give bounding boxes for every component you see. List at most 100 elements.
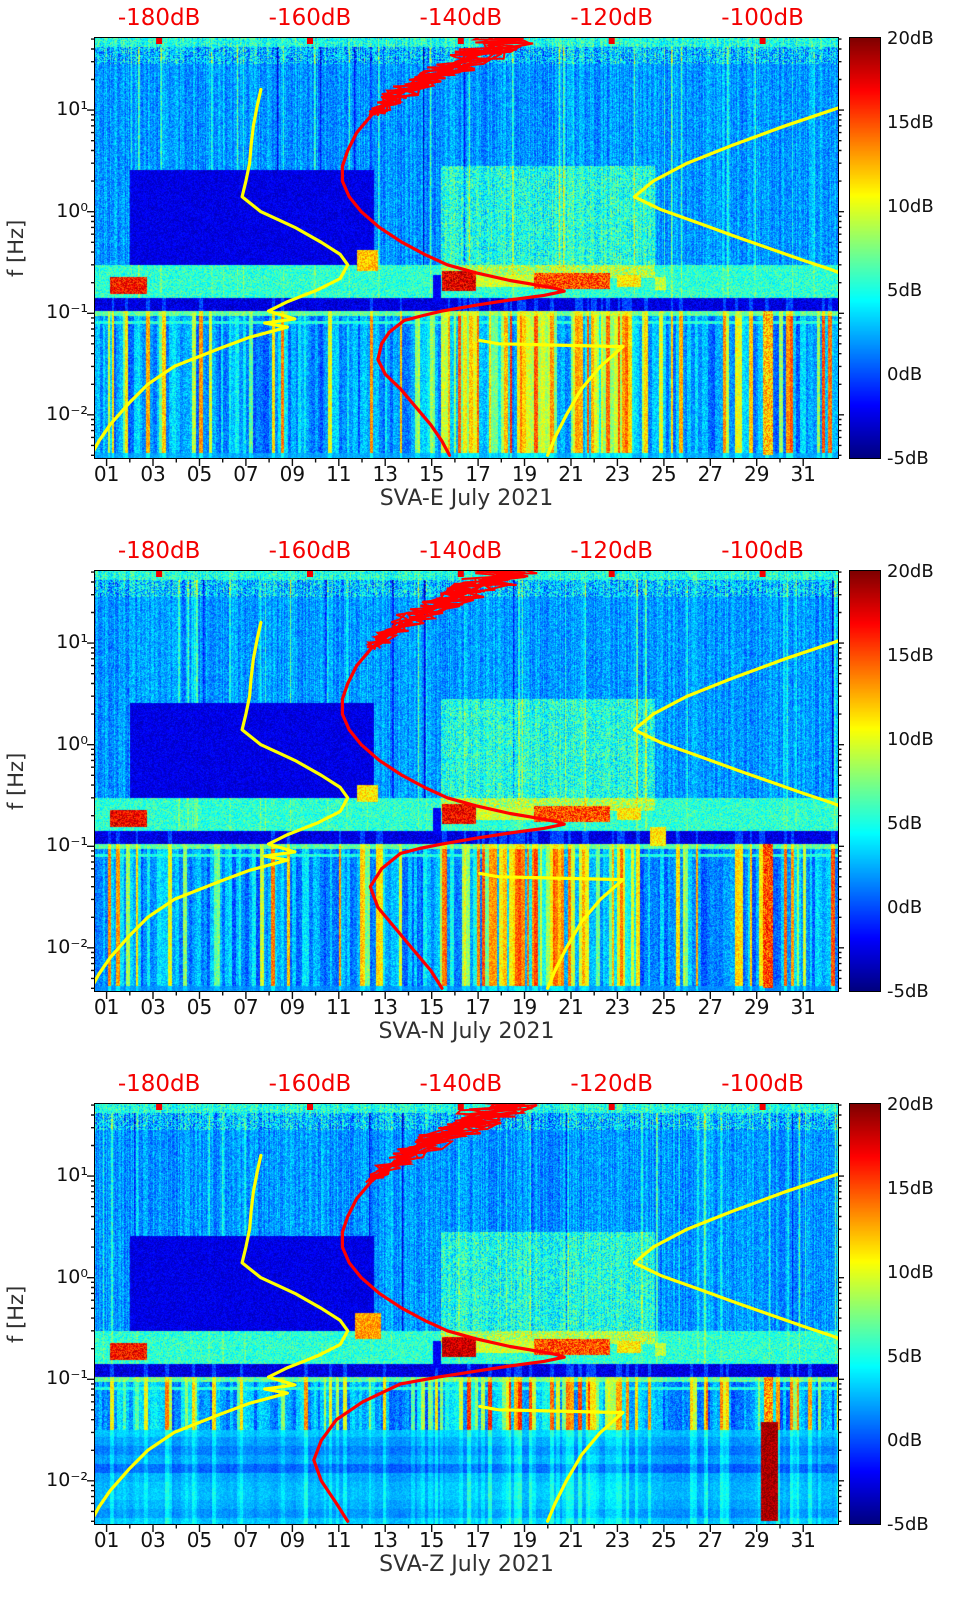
y-axis-tick-label: 10⁻¹ [46, 301, 88, 324]
colorbar-tick-label: 0dB [887, 897, 923, 918]
spectrogram-panel-sva-z: f [Hz] SVA-Z July 2021 -180dB -160dB -140d… [0, 1066, 962, 1599]
colorbar-tick-label: -5dB [887, 1514, 929, 1535]
x-axis-tick-label: 15 [418, 1528, 445, 1552]
x-axis-tick-label: 01 [93, 462, 120, 486]
top-axis-tick-label: -160dB [268, 538, 352, 564]
colorbar [849, 37, 881, 459]
top-axis-tick-label: -100dB [721, 1071, 804, 1097]
top-axis-tick-label: -120dB [570, 5, 653, 31]
x-axis-tick-label: 15 [418, 462, 445, 486]
colorbar [849, 1103, 881, 1525]
x-axis-tick-label: 31 [790, 462, 816, 486]
x-axis-tick-label: 19 [511, 1528, 538, 1552]
top-axis-tick-label: -180dB [117, 5, 201, 31]
x-axis-tick-label: 17 [465, 462, 491, 486]
colorbar [849, 570, 881, 992]
y-axis-tick-label: 10¹ [56, 1164, 88, 1187]
x-axis-tick-label: 01 [93, 1528, 120, 1552]
spectrogram-heatmap [94, 570, 839, 992]
x-axis-tick-label: 29 [744, 462, 770, 486]
y-axis-tick-label: 10⁻² [46, 1468, 88, 1491]
colorbar-tick-label: 15dB [887, 112, 934, 133]
x-axis-tick-label: 21 [558, 995, 584, 1019]
x-axis-tick-label: 15 [418, 995, 445, 1019]
colorbar-tick-label: 10dB [887, 729, 934, 750]
top-axis-tick-label: -140dB [419, 1071, 503, 1097]
y-axis-tick-label: 10⁰ [56, 199, 88, 222]
top-axis-tick-label: -160dB [268, 1071, 352, 1097]
top-axis-tick-label: -160dB [268, 5, 352, 31]
x-axis-tick-label: 03 [140, 462, 166, 486]
panel-title: SVA-Z July 2021 [379, 1552, 554, 1577]
x-axis-tick-label: 25 [651, 995, 677, 1019]
y-axis-tick-label: 10⁻² [46, 402, 88, 425]
x-axis-tick-label: 31 [790, 1528, 816, 1552]
x-axis-tick-label: 13 [372, 995, 398, 1019]
x-axis-tick-label: 11 [326, 1528, 352, 1552]
x-axis-tick-label: 31 [790, 995, 816, 1019]
x-axis-tick-label: 21 [558, 1528, 584, 1552]
x-axis-tick-label: 03 [140, 1528, 166, 1552]
colorbar-tick-label: -5dB [887, 448, 929, 469]
top-axis-tick-label: -120dB [570, 1071, 653, 1097]
colorbar-tick-label: 5dB [887, 813, 923, 834]
x-axis-tick-label: 23 [604, 1528, 631, 1552]
x-axis-tick-label: 09 [279, 462, 306, 486]
spectrogram-panel-sva-e: f [Hz] SVA-E July 2021 -180dB -160dB -140d… [0, 0, 962, 533]
x-axis-tick-label: 23 [604, 995, 631, 1019]
panel-title: SVA-N July 2021 [378, 1019, 555, 1044]
top-axis-tick-label: -140dB [419, 538, 503, 564]
x-axis-tick-label: 07 [233, 1528, 259, 1552]
x-axis-tick-label: 03 [140, 995, 166, 1019]
y-axis-tick-label: 10¹ [56, 631, 88, 654]
x-axis-tick-label: 11 [326, 995, 352, 1019]
colorbar-tick-label: 20dB [887, 1094, 934, 1115]
colorbar-tick-label: 10dB [887, 1262, 934, 1283]
y-axis-tick-label: 10⁻¹ [46, 834, 88, 857]
top-axis-tick-label: -100dB [721, 538, 804, 564]
y-axis-tick-label: 10⁻² [46, 935, 88, 958]
x-axis-tick-label: 17 [465, 1528, 491, 1552]
x-axis-tick-label: 25 [651, 462, 677, 486]
x-axis-tick-label: 13 [372, 1528, 398, 1552]
top-axis-tick-label: -120dB [570, 538, 653, 564]
top-axis-tick-label: -100dB [721, 5, 804, 31]
colorbar-tick-label: 0dB [887, 364, 923, 385]
x-axis-tick-label: 17 [465, 995, 491, 1019]
x-axis-tick-label: 13 [372, 462, 398, 486]
x-axis-tick-label: 05 [186, 1528, 213, 1552]
x-axis-tick-label: 23 [604, 462, 631, 486]
y-axis-tick-label: 10⁰ [56, 1265, 88, 1288]
y-axis-tick-label: 10⁻¹ [46, 1367, 88, 1390]
x-axis-tick-label: 21 [558, 462, 584, 486]
x-axis-tick-label: 07 [233, 995, 259, 1019]
top-axis-tick-label: -180dB [117, 538, 201, 564]
colorbar-tick-label: 20dB [887, 28, 934, 49]
colorbar-tick-label: -5dB [887, 981, 929, 1002]
panel-title: SVA-E July 2021 [379, 486, 554, 511]
colorbar-tick-label: 5dB [887, 1346, 923, 1367]
x-axis-tick-label: 19 [511, 462, 538, 486]
colorbar-tick-label: 0dB [887, 1430, 923, 1451]
x-axis-tick-label: 11 [326, 462, 352, 486]
x-axis-tick-label: 29 [744, 995, 770, 1019]
top-axis-tick-label: -140dB [419, 5, 503, 31]
y-axis-tick-label: 10¹ [56, 98, 88, 121]
x-axis-tick-label: 01 [93, 995, 120, 1019]
top-axis-tick-label: -180dB [117, 1071, 201, 1097]
colorbar-tick-label: 15dB [887, 1178, 934, 1199]
x-axis-tick-label: 27 [697, 462, 724, 486]
colorbar-tick-label: 20dB [887, 561, 934, 582]
x-axis-tick-label: 05 [186, 995, 213, 1019]
x-axis-tick-label: 09 [279, 995, 306, 1019]
x-axis-tick-label: 25 [651, 1528, 677, 1552]
colorbar-tick-label: 15dB [887, 645, 934, 666]
x-axis-tick-label: 19 [511, 995, 538, 1019]
x-axis-tick-label: 07 [233, 462, 259, 486]
x-axis-tick-label: 29 [744, 1528, 770, 1552]
x-axis-tick-label: 27 [697, 1528, 724, 1552]
x-axis-tick-label: 27 [697, 995, 724, 1019]
x-axis-tick-label: 05 [186, 462, 213, 486]
spectrogram-panel-sva-n: f [Hz] SVA-N July 2021 -180dB -160dB -140d… [0, 533, 962, 1066]
spectrogram-heatmap [94, 37, 839, 459]
